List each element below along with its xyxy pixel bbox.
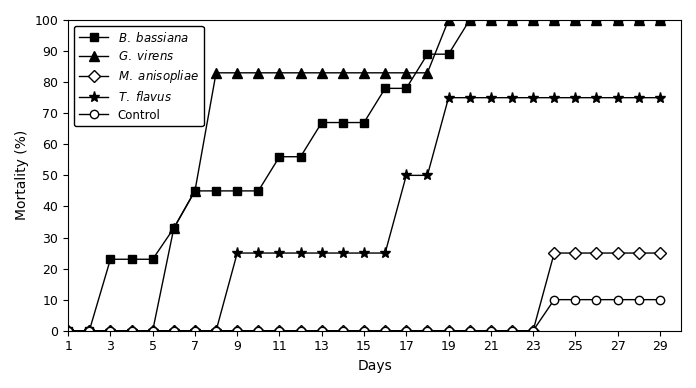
X-axis label: Days: Days [357,359,392,373]
Y-axis label: Mortality (%): Mortality (%) [15,130,29,220]
Legend: $\it{B.\ bassiana}$, $\it{G.\ virens}$, $\it{M.\ anisopliae}$, $\it{T.\ flavus}$: $\it{B.\ bassiana}$, $\it{G.\ virens}$, … [74,26,203,126]
